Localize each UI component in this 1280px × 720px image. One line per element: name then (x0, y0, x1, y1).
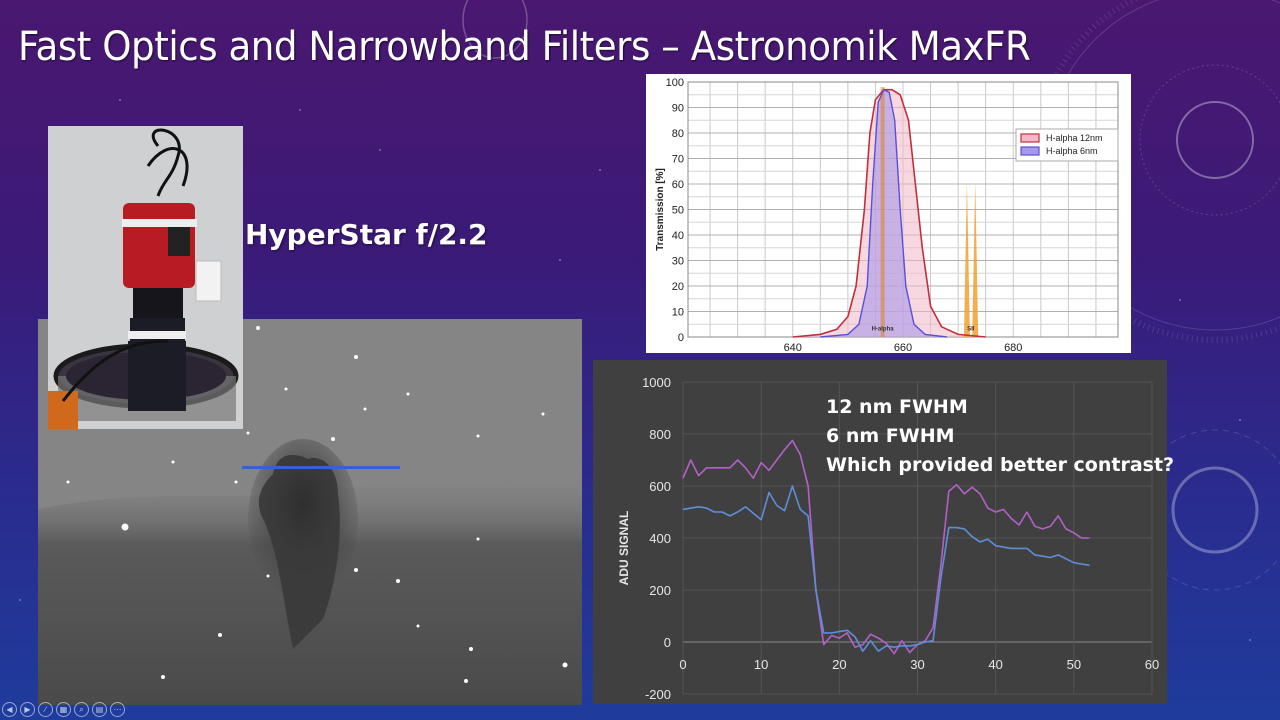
svg-text:1000: 1000 (642, 375, 671, 390)
subtitles-icon: ▤ (95, 705, 104, 714)
next-slide-button[interactable]: ▶ (20, 702, 35, 717)
slide-title: Fast Optics and Narrowband Filters – Ast… (18, 24, 1031, 70)
svg-text:20: 20 (832, 657, 846, 672)
hyperstar-label: HyperStar f/2.2 (245, 218, 488, 251)
svg-text:ADU SIGNAL: ADU SIGNAL (617, 511, 631, 586)
svg-text:80: 80 (672, 128, 684, 140)
svg-text:60: 60 (672, 179, 684, 191)
nebula-photo (38, 319, 582, 705)
svg-text:H-alpha: H-alpha (872, 327, 895, 333)
slides-grid-button[interactable]: ▦ (56, 702, 71, 717)
svg-text:60: 60 (1145, 657, 1159, 672)
profile-line (242, 466, 400, 469)
presentation-nav-bar: ◀ ▶ ∕ ▦ ⌕ ▤ ⋯ (2, 702, 125, 718)
adu-signal-chart: -200 0 200 400 600 800 1000 0 10 20 30 40 50 60 ADU SI… (593, 360, 1167, 704)
pen-icon: ∕ (44, 705, 47, 714)
grid-icon: ▦ (59, 705, 68, 714)
svg-text:10: 10 (754, 657, 768, 672)
svg-text:600: 600 (649, 479, 671, 494)
previous-slide-button[interactable]: ◀ (2, 702, 17, 717)
more-options-button[interactable]: ⋯ (110, 702, 125, 717)
annotation-6nm: 6 nm FWHM (826, 425, 955, 447)
svg-text:800: 800 (649, 427, 671, 442)
svg-text:30: 30 (910, 657, 924, 672)
svg-text:40: 40 (672, 230, 684, 242)
ellipsis-icon: ⋯ (113, 705, 122, 714)
svg-text:10: 10 (672, 307, 684, 319)
svg-text:0: 0 (678, 332, 684, 344)
zoom-button[interactable]: ⌕ (74, 702, 89, 717)
svg-text:70: 70 (672, 154, 684, 166)
transmission-chart: 0 10 20 30 40 50 60 70 80 90 100 640 660 680 Transmiss… (646, 74, 1131, 354)
svg-text:400: 400 (649, 531, 671, 546)
pen-button[interactable]: ∕ (38, 702, 53, 717)
magnifier-icon: ⌕ (79, 704, 84, 714)
svg-text:40: 40 (988, 657, 1002, 672)
camera-photo (48, 126, 243, 429)
svg-text:90: 90 (672, 103, 684, 115)
svg-text:H-alpha 12nm: H-alpha 12nm (1046, 133, 1103, 143)
svg-text:0: 0 (679, 657, 686, 672)
svg-text:50: 50 (1067, 657, 1081, 672)
svg-text:Transmission [%]: Transmission [%] (655, 168, 666, 251)
annotation-12nm: 12 nm FWHM (826, 396, 968, 418)
svg-text:30: 30 (672, 256, 684, 268)
annotation-question: Which provided better contrast? (826, 454, 1175, 476)
svg-text:H-alpha 6nm: H-alpha 6nm (1046, 146, 1098, 156)
svg-text:640: 640 (784, 342, 802, 353)
svg-text:200: 200 (649, 583, 671, 598)
subtitles-button[interactable]: ▤ (92, 702, 107, 717)
svg-text:20: 20 (672, 281, 684, 293)
svg-text:680: 680 (1004, 342, 1022, 353)
arrow-right-icon: ▶ (24, 705, 31, 714)
svg-text:-200: -200 (645, 687, 671, 702)
arrow-left-icon: ◀ (6, 705, 13, 714)
svg-text:50: 50 (672, 205, 684, 217)
svg-text:SII: SII (967, 327, 975, 333)
svg-text:0: 0 (664, 635, 671, 650)
svg-text:100: 100 (666, 77, 684, 89)
svg-text:660: 660 (894, 342, 912, 353)
